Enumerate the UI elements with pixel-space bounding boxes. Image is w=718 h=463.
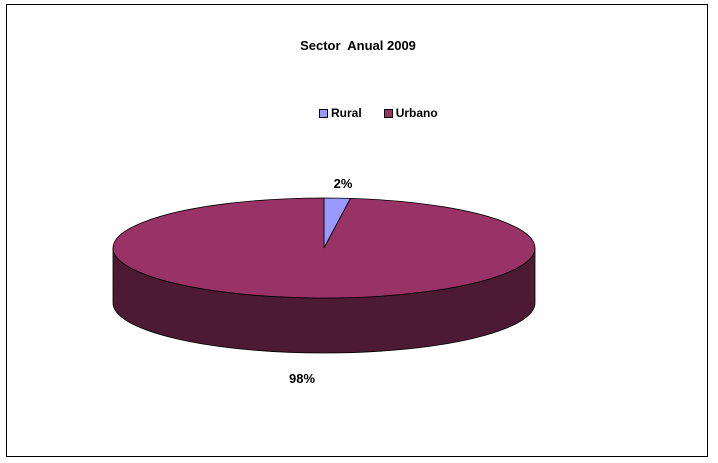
legend-label-urbano: Urbano — [395, 106, 438, 120]
legend-swatch-urbano — [383, 108, 393, 118]
pie-labels-group: 2% 98% — [289, 176, 353, 386]
legend-item-rural: Rural — [319, 106, 362, 120]
pie-slice-urbano — [112, 197, 536, 299]
pie-top-group — [112, 197, 536, 299]
chart-legend: Rural Urbano — [319, 106, 438, 120]
legend-swatch-rural — [319, 108, 328, 118]
data-label-rural: 2% — [334, 176, 353, 191]
legend-label-rural: Rural — [331, 106, 362, 120]
chart-title: Sector Anual 2009 — [300, 38, 416, 53]
data-label-urbano: 98% — [289, 371, 315, 386]
legend-item-urbano: Urbano — [383, 106, 438, 120]
